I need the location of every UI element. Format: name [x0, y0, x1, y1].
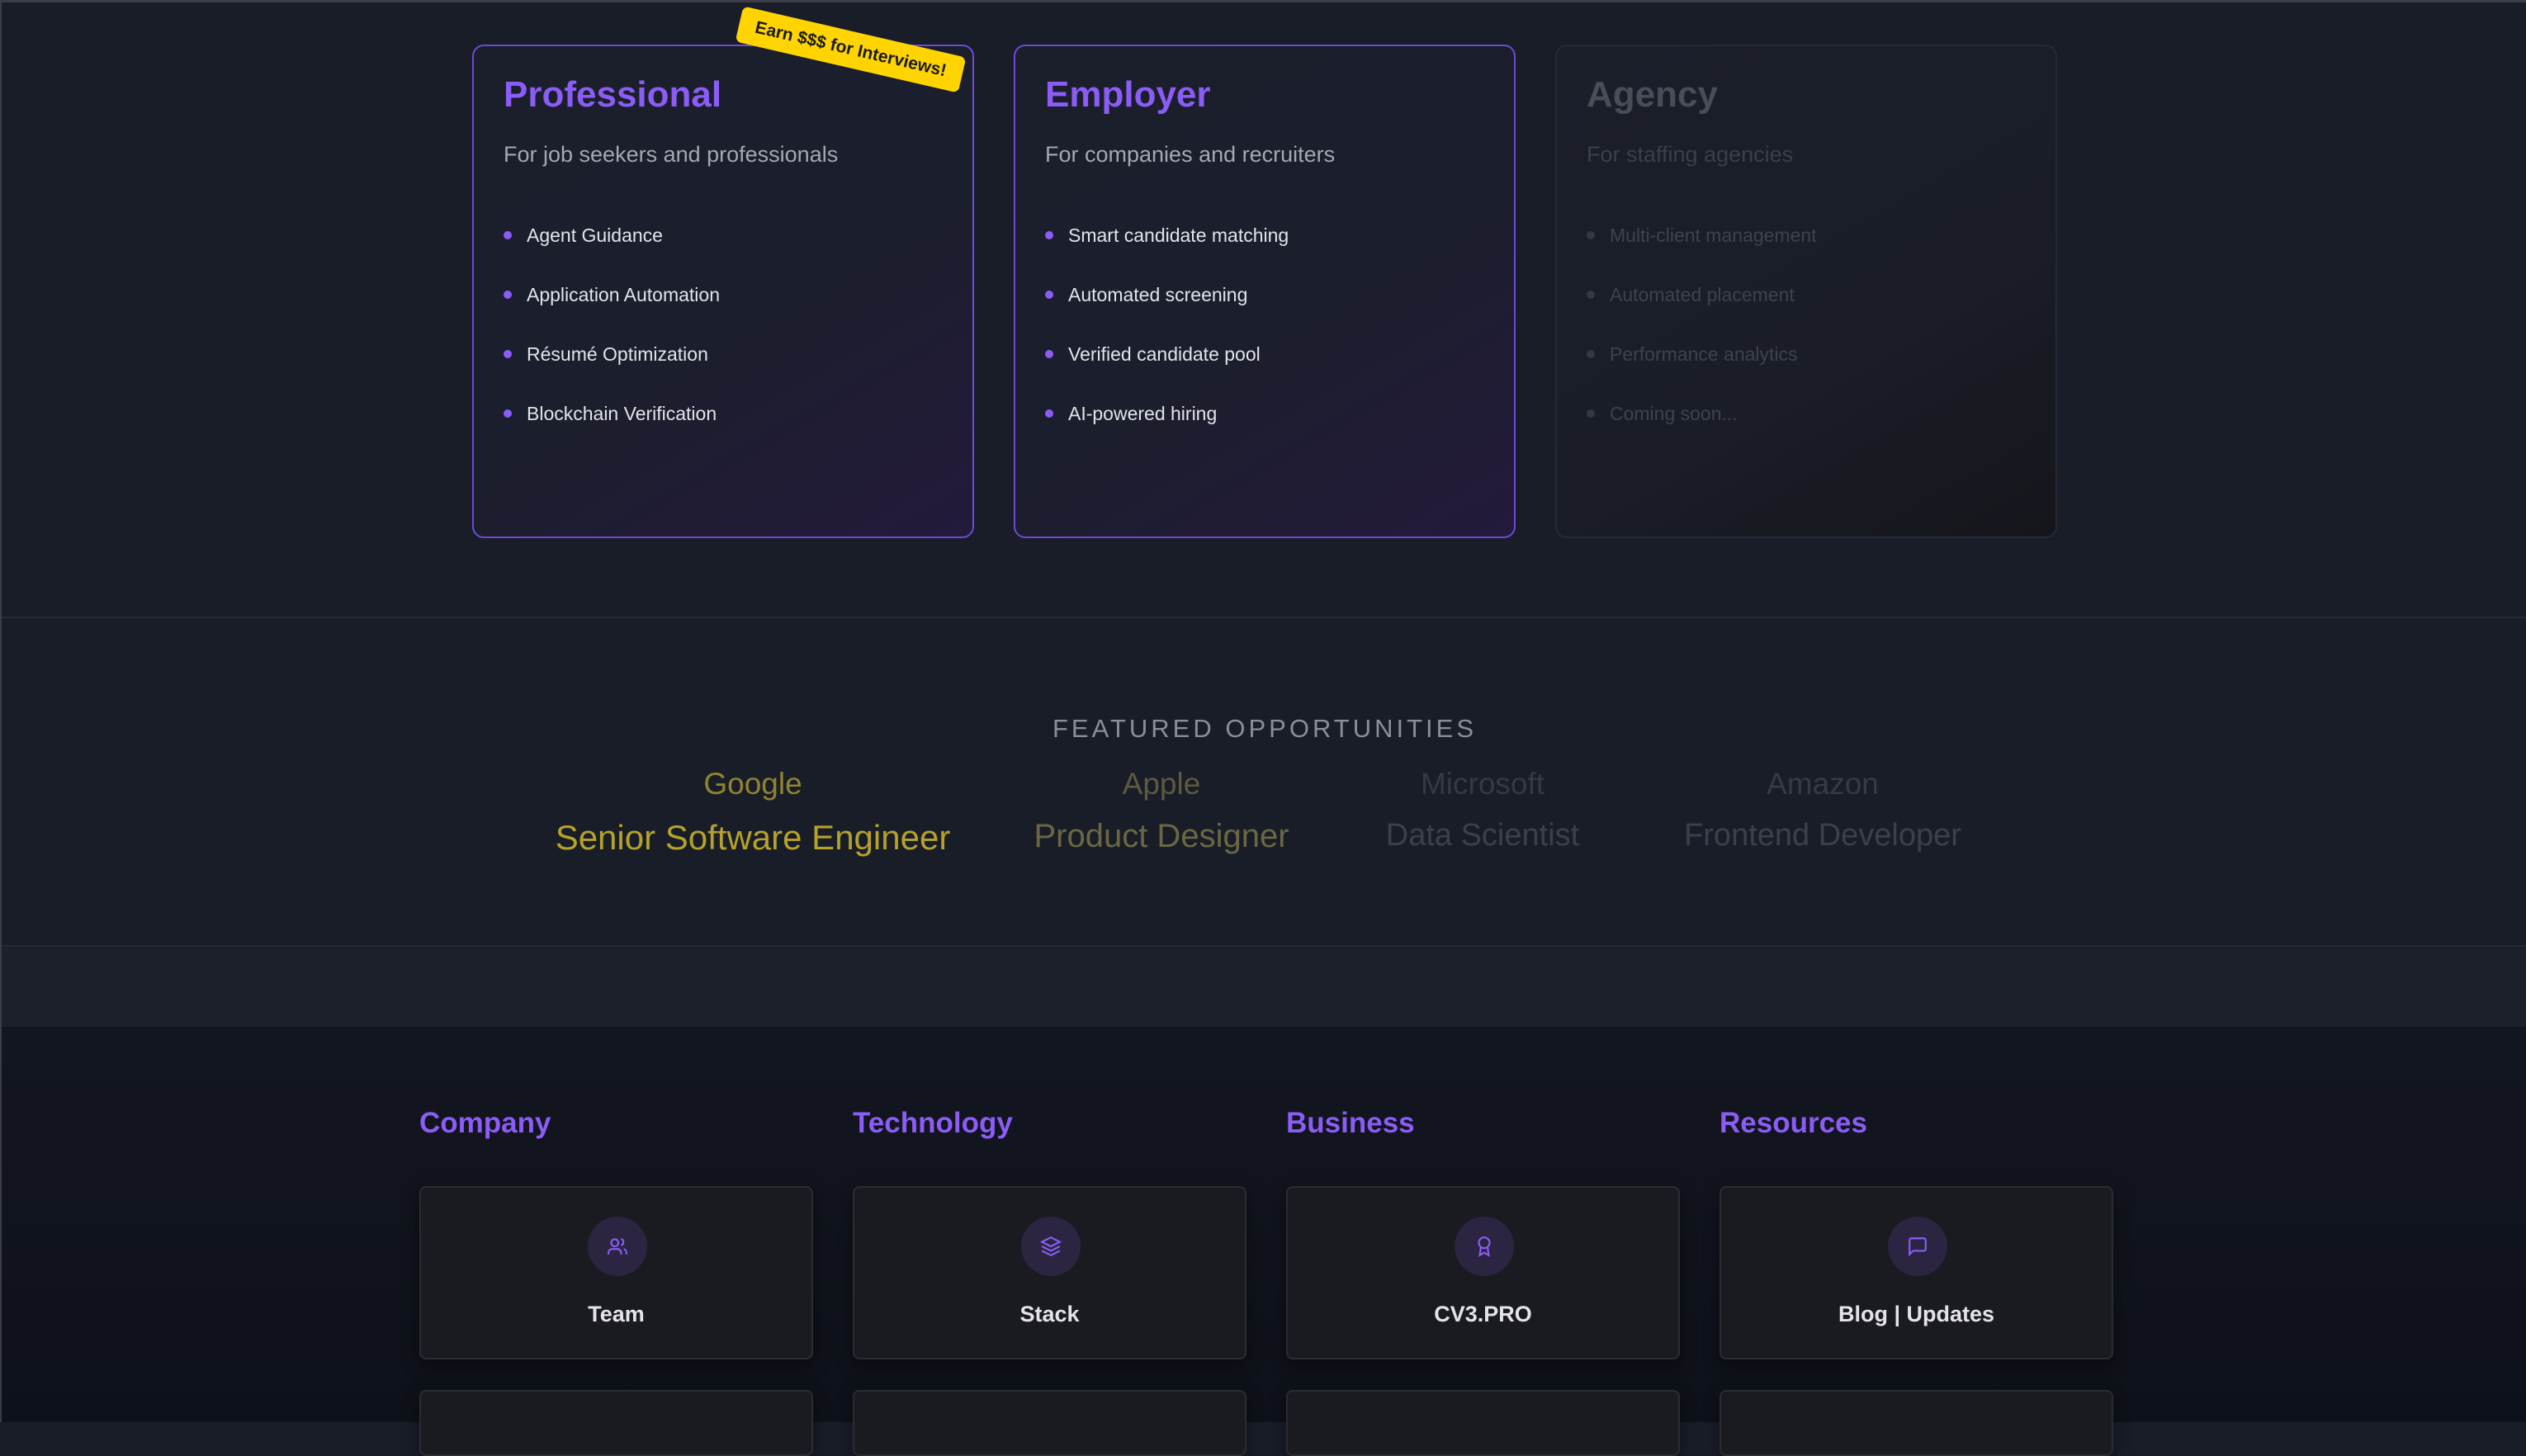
- bullet-icon: [1587, 291, 1595, 299]
- message-square-icon: [1888, 1217, 1947, 1276]
- company-name: Amazon: [1767, 767, 1879, 801]
- bullet-icon: [504, 291, 512, 299]
- earn-badge: Earn $$$ for Interviews!: [735, 6, 967, 93]
- plan-title: Employer: [1045, 74, 1211, 115]
- card-label: Stack: [1019, 1302, 1080, 1326]
- plan-card-agency: Agency For staffing agencies Multi-clien…: [1555, 45, 2057, 538]
- feature-item: Agent Guidance: [504, 206, 720, 265]
- bullet-icon: [1045, 350, 1053, 358]
- feature-item: Résumé Optimization: [504, 324, 720, 384]
- bullet-icon: [504, 231, 512, 239]
- plan-title: Professional: [504, 74, 722, 115]
- layers-icon: [1021, 1217, 1081, 1276]
- job-title: Senior Software Engineer: [555, 818, 951, 857]
- bullet-icon: [1587, 231, 1595, 239]
- feature-item: Application Automation: [504, 265, 720, 324]
- card-label: Blog | Updates: [1838, 1302, 1995, 1326]
- feature-item: Verified candidate pool: [1045, 324, 1289, 384]
- bullet-icon: [1587, 409, 1595, 418]
- feature-item: Coming soon...: [1587, 384, 1817, 443]
- card-label: Team: [588, 1302, 645, 1326]
- footer-card-cv3pro[interactable]: CV3.PRO: [1286, 1186, 1680, 1359]
- feature-item: Automated placement: [1587, 265, 1817, 324]
- job-title: Data Scientist: [1385, 818, 1580, 853]
- users-icon: [588, 1217, 647, 1276]
- card-label: CV3.PRO: [1434, 1302, 1532, 1326]
- footer-card-stack[interactable]: Stack: [853, 1186, 1246, 1359]
- feature-item: AI-powered hiring: [1045, 384, 1289, 443]
- footer-card[interactable]: [1719, 1390, 2113, 1456]
- footer-heading-resources: Resources: [1719, 1107, 1867, 1139]
- feature-item: Smart candidate matching: [1045, 206, 1289, 265]
- footer-heading-business: Business: [1286, 1107, 1415, 1139]
- job-title: Frontend Developer: [1684, 818, 1961, 853]
- plan-subtitle: For staffing agencies: [1587, 142, 1794, 167]
- plan-card-professional[interactable]: Earn $$$ for Interviews! Professional Fo…: [472, 6, 974, 538]
- spacer-band: [2, 947, 2526, 1027]
- footer-card-blog[interactable]: Blog | Updates: [1719, 1186, 2113, 1359]
- footer-card[interactable]: [1286, 1390, 1680, 1456]
- bullet-icon: [1045, 291, 1053, 299]
- section-divider: [2, 945, 2526, 947]
- bullet-icon: [1045, 409, 1053, 418]
- footer-card[interactable]: [419, 1390, 813, 1456]
- footer: [2, 1027, 2526, 1422]
- company-name: Microsoft: [1420, 767, 1545, 801]
- company-name: Google: [703, 767, 802, 801]
- feature-item: Performance analytics: [1587, 324, 1817, 384]
- featured-heading: FEATURED OPPORTUNITIES: [1052, 714, 1477, 743]
- feature-item: Automated screening: [1045, 265, 1289, 324]
- plan-title: Agency: [1587, 74, 1718, 115]
- section-divider: [2, 617, 2526, 618]
- feature-item: Blockchain Verification: [504, 384, 720, 443]
- bullet-icon: [504, 409, 512, 418]
- company-name: Apple: [1122, 767, 1201, 801]
- footer-heading-technology: Technology: [853, 1107, 1013, 1139]
- bullet-icon: [1045, 231, 1053, 239]
- plan-card-employer[interactable]: Employer For companies and recruiters Sm…: [1014, 45, 1516, 538]
- plan-subtitle: For companies and recruiters: [1045, 142, 1336, 167]
- footer-card[interactable]: [853, 1390, 1246, 1456]
- footer-heading-company: Company: [419, 1107, 551, 1139]
- footer-card-team[interactable]: Team: [419, 1186, 813, 1359]
- bullet-icon: [1587, 350, 1595, 358]
- award-icon: [1455, 1217, 1514, 1276]
- job-title: Product Designer: [1034, 818, 1289, 854]
- bullet-icon: [504, 350, 512, 358]
- feature-item: Multi-client management: [1587, 206, 1817, 265]
- plan-subtitle: For job seekers and professionals: [504, 142, 839, 167]
